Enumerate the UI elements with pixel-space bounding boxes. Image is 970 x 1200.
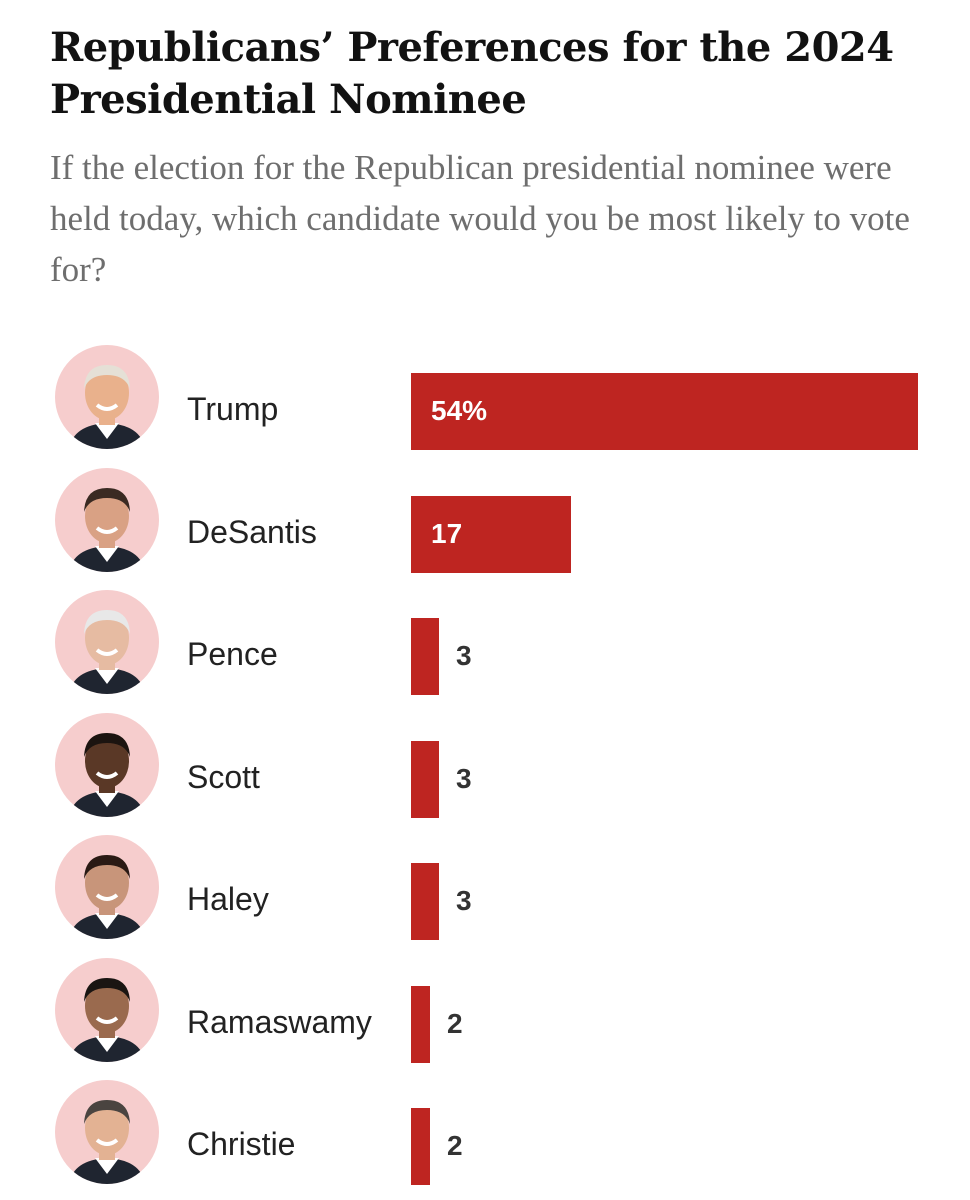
chart-title: Republicans’ Preferences for the 2024 Pr… [50,24,894,123]
candidate-avatar-haley [55,835,159,939]
bar-row-christie: Christie 2 [0,1080,970,1186]
candidate-avatar-scott [55,712,159,817]
value-label-scott: 3 [456,762,472,794]
value-label-desantis: 17 [431,517,463,549]
bar-row-pence: Pence 3 [0,590,970,696]
bar-desantis [411,495,571,573]
bar-ramaswamy [411,985,430,1063]
chart-subtitle: If the election for the Republican presi… [50,148,910,289]
value-label-christie: 2 [447,1130,463,1161]
bar-row-desantis: DeSantis 17 [0,467,970,574]
bar-trump [411,373,918,450]
category-label-pence: Pence [187,636,278,672]
category-label-trump: Trump [187,391,279,427]
value-label-ramaswamy: 2 [447,1007,463,1039]
category-label-christie: Christie [187,1126,296,1162]
bar-scott [411,740,439,818]
candidate-avatar-desantis [55,467,159,572]
bar-haley [411,863,439,940]
category-label-haley: Haley [187,881,269,917]
bar-row-haley: Haley 3 [0,835,970,941]
value-label-pence: 3 [456,640,472,671]
category-label-ramaswamy: Ramaswamy [187,1003,372,1040]
bar-row-trump: Trump 54% [0,345,970,451]
value-label-trump: 54% [431,395,488,426]
bar-christie [411,1108,430,1185]
bar-pence [411,618,439,695]
value-label-haley: 3 [456,885,472,916]
candidate-avatar-ramaswamy [55,957,159,1062]
bar-row-scott: Scott 3 [0,712,970,819]
candidate-avatar-pence [55,590,159,694]
category-label-desantis: DeSantis [187,513,317,550]
bar-row-ramaswamy: Ramaswamy 2 [0,957,970,1064]
bar-chart: Trump 54% DeSantis 17 Pence 3 Scott 3 Haley 3 Rama… [0,345,970,1195]
candidate-avatar-christie [55,1080,159,1184]
candidate-avatar-trump [55,345,159,449]
category-label-scott: Scott [187,758,260,795]
